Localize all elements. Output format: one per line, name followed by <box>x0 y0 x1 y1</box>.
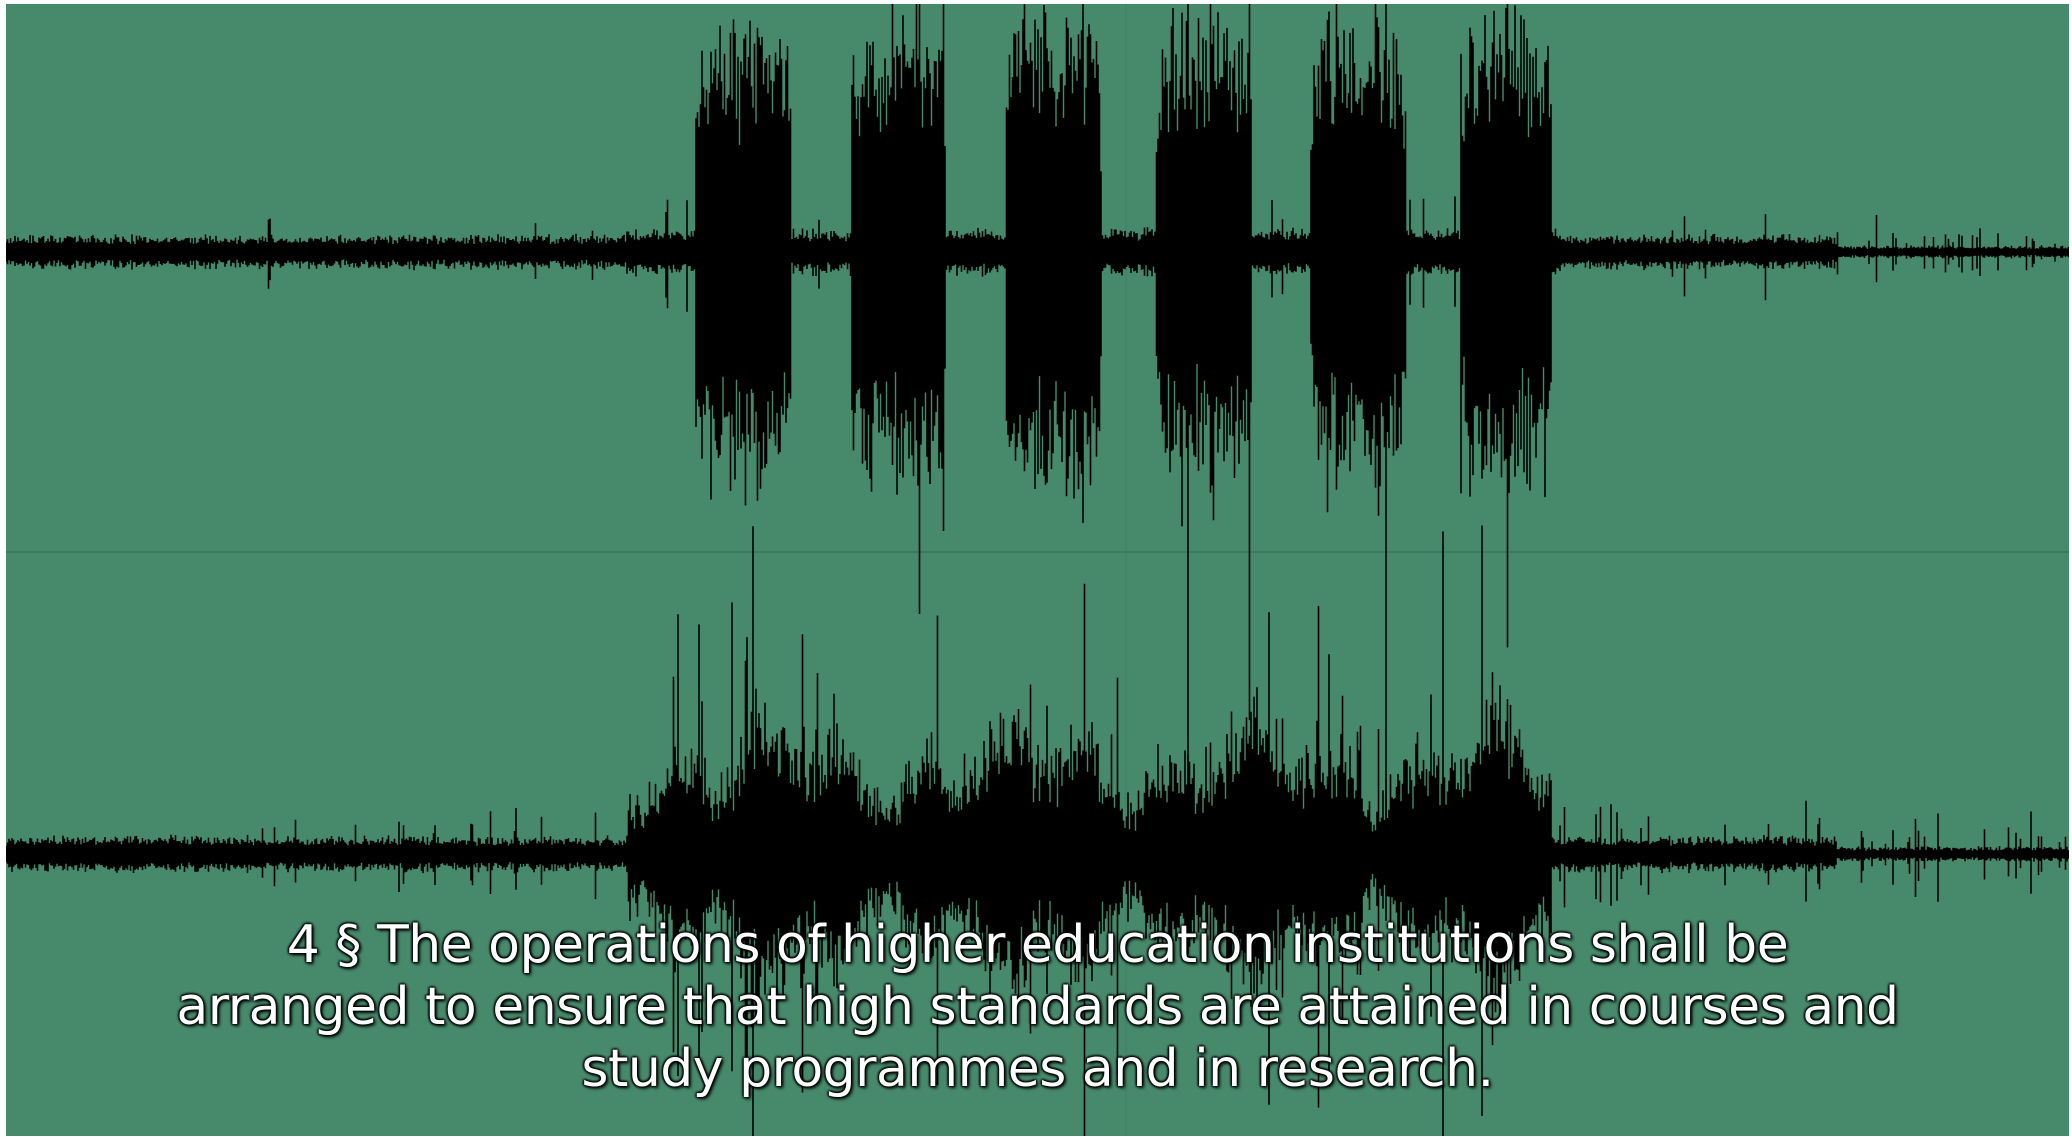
channel-1-waveform[interactable] <box>6 4 2069 913</box>
audio-waveform[interactable] <box>6 4 2069 1136</box>
channel-2-waveform[interactable] <box>6 525 2069 1137</box>
waveform-trace <box>6 4 2069 913</box>
subtitle-line-2: arranged to ensure that high standards a… <box>176 977 1899 1037</box>
subtitle-line-1: 4 § The operations of higher education i… <box>286 915 1789 975</box>
subtitle-line-3: study programmes and in research. <box>581 1039 1494 1099</box>
subtitle-caption: 4 § The operations of higher education i… <box>6 914 2069 1100</box>
waveform-editor-view[interactable]: 4 § The operations of higher education i… <box>6 4 2069 1136</box>
waveform-trace <box>6 525 2069 1136</box>
